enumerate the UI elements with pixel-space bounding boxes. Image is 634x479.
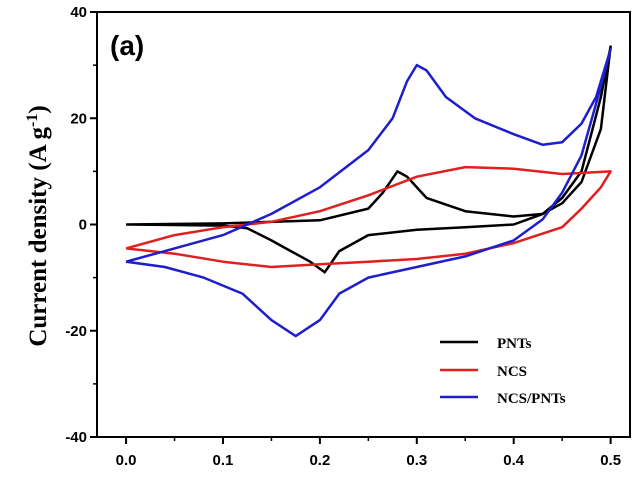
x-tick-label: 0.3 — [406, 452, 427, 469]
y-tick-label: 20 — [70, 110, 87, 127]
y-tick-label: 40 — [70, 4, 87, 21]
legend-label-pnts: PNTs — [497, 336, 532, 352]
x-tick-label: 0.4 — [503, 452, 525, 469]
series-line-pnts — [126, 45, 612, 274]
x-tick-label: 0.2 — [309, 452, 330, 469]
x-tick-label: 0.5 — [600, 452, 621, 469]
legend-label-ncs-pnts: NCS/PNTs — [497, 391, 566, 407]
x-tick-label: 0.1 — [213, 452, 234, 469]
x-tick-label: 0.0 — [116, 452, 137, 469]
y-axis-label: Current density (A g-1) — [24, 105, 52, 346]
legend-label-ncs: NCS — [497, 364, 527, 380]
panel-label: (a) — [110, 30, 144, 61]
legend: PNTs NCS NCS/PNTs — [440, 336, 566, 407]
series-line-ncs-pnts — [125, 47, 612, 338]
series-layer — [125, 45, 612, 338]
ticks-layer: 0.0 0.1 0.2 0.3 0.4 0.5 -40 -20 0 20 40 — [65, 4, 621, 469]
series-line-ncs — [125, 165, 612, 269]
y-tick-label: -40 — [65, 429, 87, 446]
y-tick-label: 0 — [79, 217, 87, 234]
y-tick-label: -20 — [65, 323, 87, 340]
